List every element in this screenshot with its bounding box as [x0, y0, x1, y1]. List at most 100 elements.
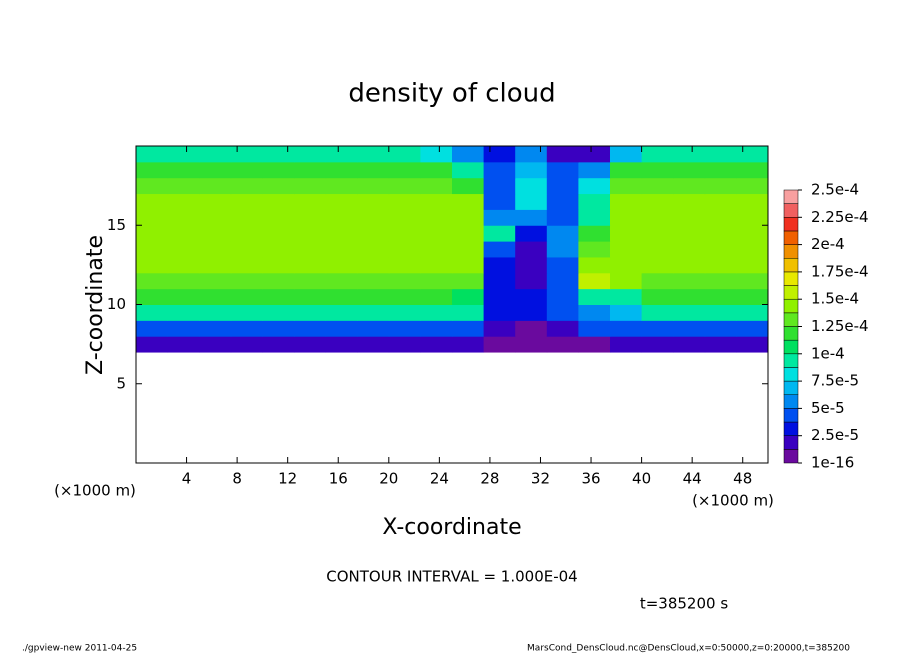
cell: [704, 161, 737, 179]
cell: [452, 304, 485, 321]
colorbar-band: [783, 285, 799, 300]
cell: [167, 336, 200, 353]
cell: [167, 288, 200, 305]
cell: [546, 320, 579, 337]
cell: [262, 272, 295, 290]
cell: [673, 241, 706, 258]
cell: [199, 288, 232, 305]
colorbar-band: [783, 189, 799, 204]
cell: [388, 256, 421, 274]
cell: [736, 320, 769, 337]
cell: [420, 272, 453, 290]
cell: [483, 209, 516, 226]
cell: [167, 241, 200, 258]
colorbar-band: [783, 326, 799, 341]
cell: [262, 225, 295, 242]
cell: [199, 193, 232, 210]
chart-title: density of cloud: [348, 79, 555, 109]
cell: [610, 288, 643, 305]
cell: [546, 146, 579, 163]
cell: [452, 336, 485, 353]
cell: [546, 161, 579, 179]
cell: [388, 177, 421, 195]
x-tick-label: 36: [581, 470, 600, 488]
cell: [704, 241, 737, 258]
cell: [736, 336, 769, 353]
cell: [704, 146, 737, 163]
cell: [262, 320, 295, 337]
cell: [230, 336, 263, 353]
cell: [673, 272, 706, 290]
cell: [704, 288, 737, 305]
cell: [515, 241, 548, 258]
cell: [136, 288, 169, 305]
cell: [262, 288, 295, 305]
y-axis-label: Z-coordinate: [83, 235, 108, 375]
cell: [230, 209, 263, 226]
x-tick-label: 48: [733, 470, 752, 488]
cell: [483, 336, 516, 353]
cell: [167, 304, 200, 321]
cell: [325, 304, 358, 321]
cell: [294, 209, 327, 226]
cell: [641, 320, 674, 337]
cell: [704, 177, 737, 195]
cell: [546, 177, 579, 195]
cell: [357, 336, 390, 353]
cell: [546, 209, 579, 226]
cell: [230, 320, 263, 337]
cell: [136, 193, 169, 210]
colorbar-band: [783, 244, 799, 259]
cell: [325, 146, 358, 163]
colorbar-label: 1e-4: [811, 344, 845, 362]
cell: [167, 320, 200, 337]
cell: [199, 272, 232, 290]
cell: [388, 225, 421, 242]
cell: [610, 256, 643, 274]
cell: [641, 241, 674, 258]
cell: [325, 209, 358, 226]
cell: [673, 209, 706, 226]
cell: [610, 241, 643, 258]
x-tick-label: 24: [430, 470, 449, 488]
cell: [641, 272, 674, 290]
cell: [515, 146, 548, 163]
cell: [420, 256, 453, 274]
y-tick-label: 15: [107, 216, 126, 234]
cell: [515, 209, 548, 226]
cell: [673, 177, 706, 195]
cell: [230, 146, 263, 163]
cell: [578, 146, 611, 163]
cell: [578, 304, 611, 321]
cell: [704, 193, 737, 210]
cell: [736, 146, 769, 163]
cell: [546, 336, 579, 353]
cell: [515, 320, 548, 337]
cell: [230, 288, 263, 305]
cell: [262, 177, 295, 195]
cell: [736, 225, 769, 242]
cell: [610, 272, 643, 290]
cell: [546, 241, 579, 258]
cell: [610, 304, 643, 321]
cell: [325, 177, 358, 195]
cell: [294, 177, 327, 195]
cell: [262, 193, 295, 210]
cell: [136, 209, 169, 226]
cell: [736, 161, 769, 179]
cell: [136, 320, 169, 337]
cell: [357, 146, 390, 163]
cell: [515, 304, 548, 321]
colorbar-label: 7.5e-5: [811, 372, 859, 390]
x-tick-label: 20: [379, 470, 398, 488]
cell: [230, 272, 263, 290]
cell: [230, 256, 263, 274]
colorbar-label: 1.25e-4: [811, 317, 869, 335]
cell: [641, 193, 674, 210]
y-tick-label: 10: [107, 295, 126, 313]
cell: [294, 161, 327, 179]
cell: [167, 256, 200, 274]
cell: [673, 336, 706, 353]
cell: [199, 304, 232, 321]
cell: [357, 272, 390, 290]
